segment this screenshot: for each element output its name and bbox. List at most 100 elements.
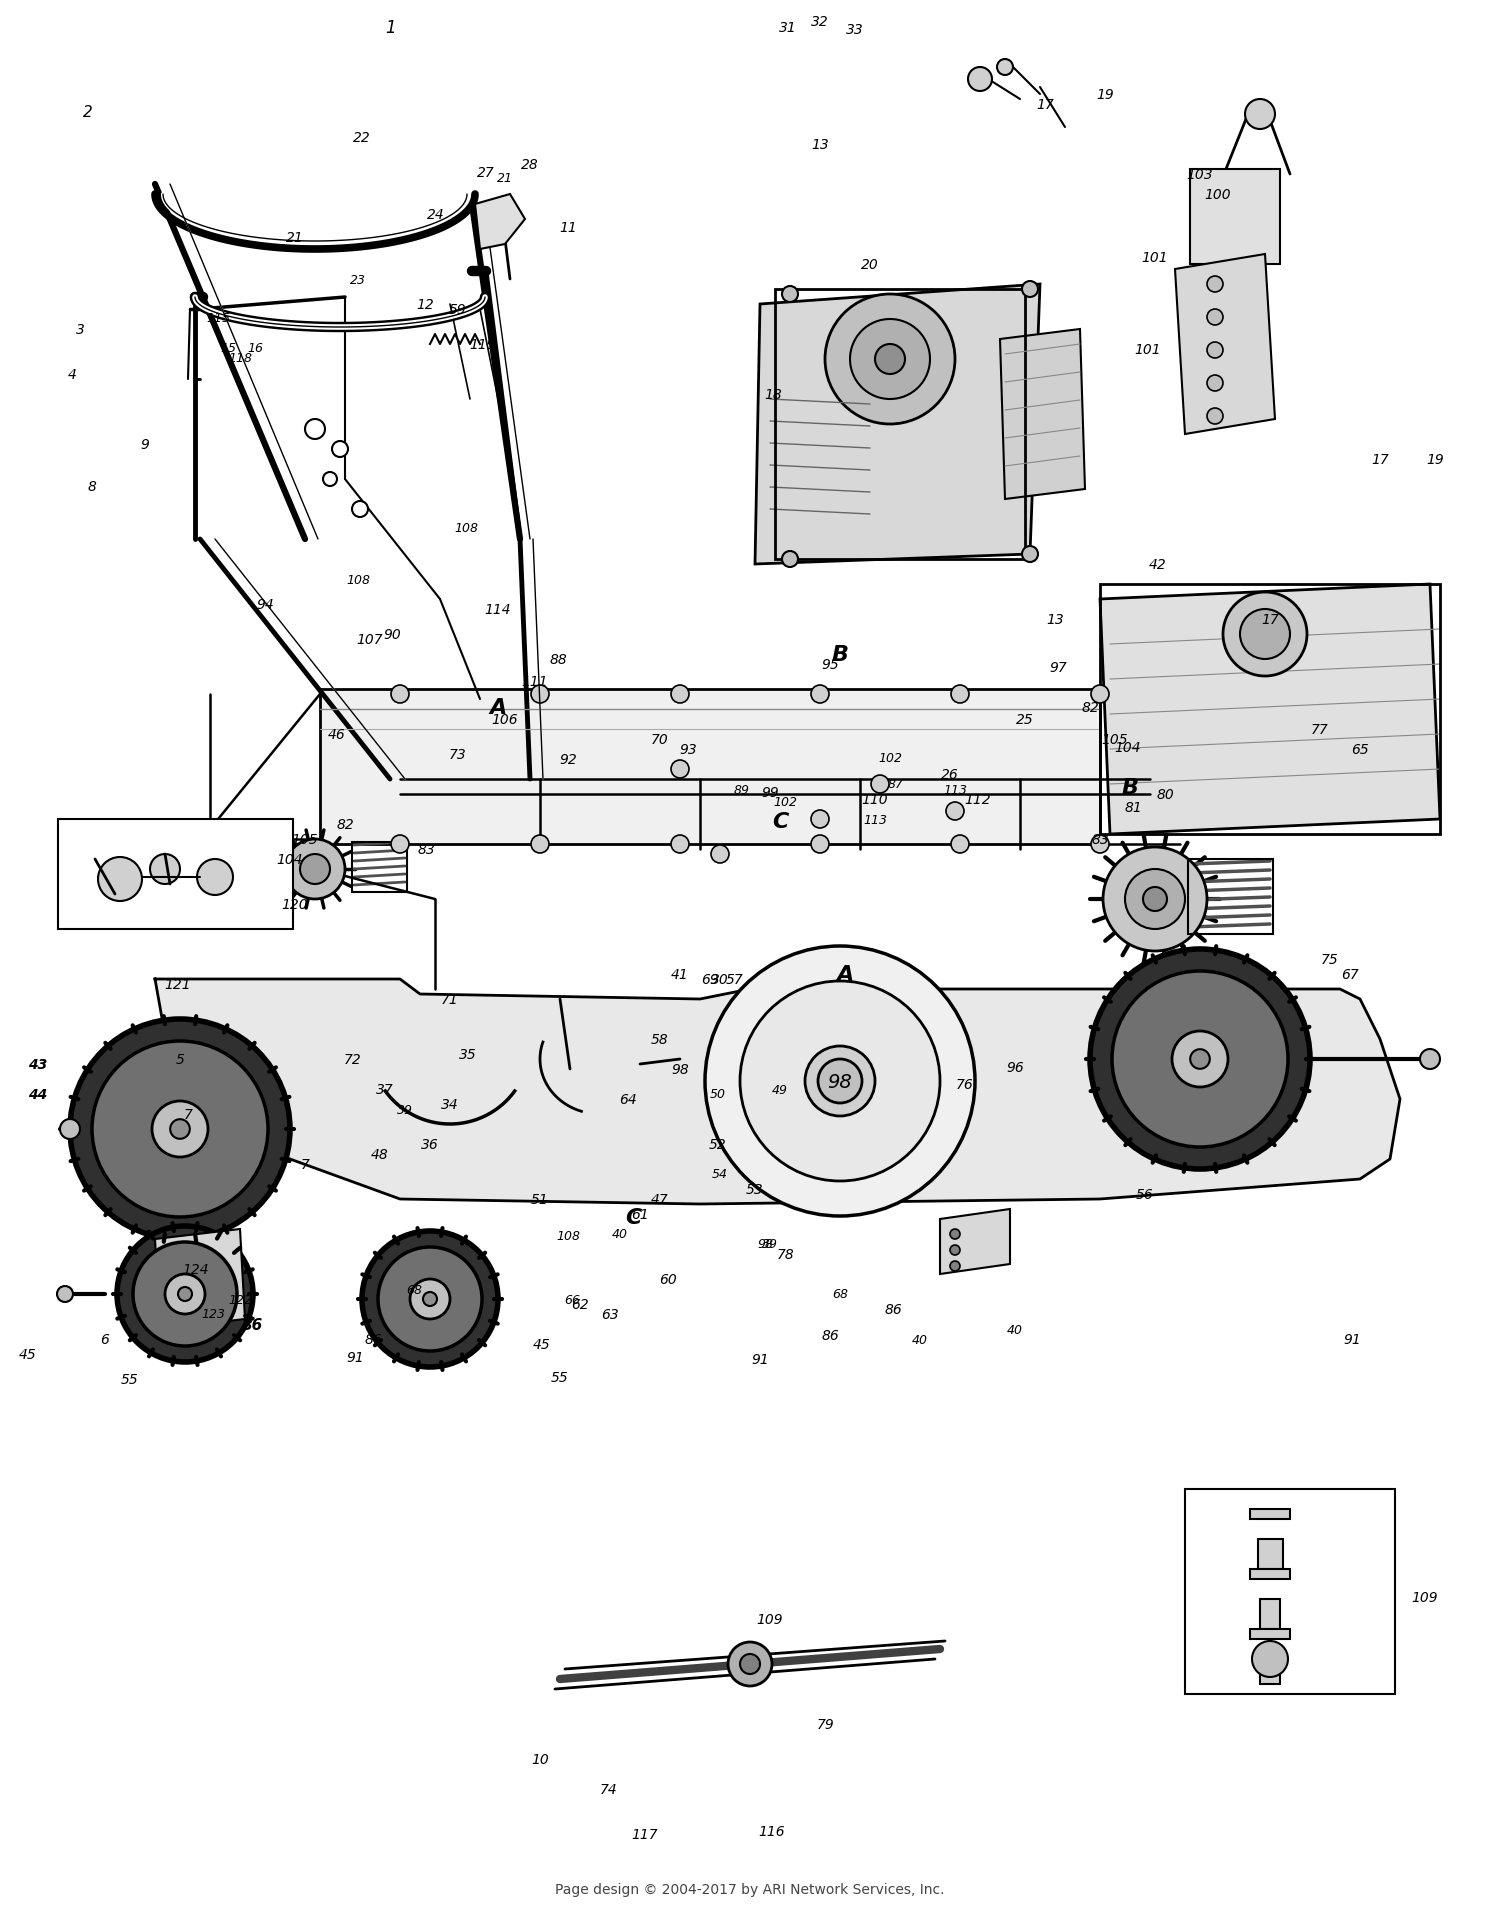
- Circle shape: [782, 287, 798, 302]
- Text: 95: 95: [821, 658, 839, 672]
- Text: 82: 82: [1082, 701, 1100, 714]
- Text: 55: 55: [550, 1370, 568, 1384]
- Text: 42: 42: [1149, 557, 1167, 572]
- Text: 25: 25: [1016, 712, 1034, 727]
- Circle shape: [378, 1248, 482, 1351]
- Text: 40: 40: [612, 1229, 628, 1240]
- Bar: [1188, 859, 1274, 934]
- Text: 121: 121: [165, 978, 192, 991]
- Circle shape: [196, 859, 232, 896]
- Circle shape: [392, 836, 410, 854]
- Text: 58: 58: [651, 1032, 669, 1047]
- Text: 72: 72: [344, 1053, 362, 1066]
- Bar: [58, 819, 292, 930]
- Text: 71: 71: [441, 993, 459, 1007]
- Polygon shape: [154, 980, 1400, 1204]
- Text: 6: 6: [100, 1332, 109, 1346]
- Text: 56: 56: [1136, 1187, 1154, 1202]
- Circle shape: [117, 1227, 254, 1363]
- Circle shape: [1125, 869, 1185, 930]
- Circle shape: [1022, 281, 1038, 299]
- Text: 13: 13: [1046, 612, 1064, 626]
- Polygon shape: [476, 195, 525, 251]
- Text: 104: 104: [276, 852, 303, 867]
- Text: 46: 46: [328, 727, 346, 741]
- Text: 23: 23: [350, 274, 366, 287]
- Text: 111: 111: [522, 674, 549, 689]
- Circle shape: [150, 1160, 160, 1169]
- Text: 86: 86: [821, 1328, 839, 1342]
- Polygon shape: [940, 1210, 1010, 1275]
- Text: 115: 115: [206, 312, 230, 323]
- Circle shape: [1143, 888, 1167, 911]
- Text: 48: 48: [370, 1146, 388, 1162]
- Circle shape: [1172, 1032, 1228, 1087]
- Circle shape: [1208, 278, 1222, 293]
- Text: 96: 96: [1007, 1060, 1025, 1074]
- Text: 105: 105: [1101, 733, 1128, 746]
- Text: 98: 98: [758, 1238, 772, 1252]
- Text: 91: 91: [752, 1353, 770, 1367]
- Circle shape: [951, 685, 969, 704]
- Text: 19: 19: [1096, 88, 1114, 101]
- Bar: [1260, 1600, 1280, 1629]
- Bar: [1250, 1510, 1290, 1520]
- Circle shape: [300, 854, 330, 884]
- Polygon shape: [154, 1229, 244, 1330]
- Circle shape: [740, 1654, 760, 1675]
- Text: 87: 87: [888, 779, 904, 790]
- Text: 75: 75: [1322, 953, 1340, 967]
- Text: 94: 94: [256, 597, 274, 612]
- Text: 98: 98: [828, 1072, 852, 1091]
- Circle shape: [362, 1231, 498, 1367]
- Text: 43: 43: [28, 1057, 48, 1072]
- Circle shape: [670, 685, 688, 704]
- Text: 67: 67: [1341, 967, 1359, 982]
- Text: 20: 20: [861, 258, 879, 272]
- Text: 81: 81: [1124, 800, 1142, 815]
- Text: 4: 4: [68, 367, 76, 381]
- Circle shape: [1208, 343, 1222, 358]
- Text: 102: 102: [772, 794, 796, 808]
- Circle shape: [192, 1302, 208, 1317]
- Text: C: C: [772, 812, 788, 831]
- Text: 36: 36: [422, 1137, 440, 1152]
- Circle shape: [332, 442, 348, 457]
- Text: 35: 35: [459, 1047, 477, 1062]
- Text: 120: 120: [282, 898, 309, 911]
- Text: 103: 103: [1186, 168, 1214, 182]
- Circle shape: [150, 854, 180, 884]
- Text: 83: 83: [1090, 833, 1108, 846]
- Text: 82: 82: [336, 817, 354, 831]
- Circle shape: [951, 836, 969, 854]
- Text: 101: 101: [1142, 251, 1168, 264]
- Text: 9: 9: [141, 438, 150, 452]
- Circle shape: [1420, 1049, 1440, 1070]
- Text: 93: 93: [680, 743, 698, 756]
- Text: 65: 65: [1352, 743, 1370, 756]
- Text: 59: 59: [448, 302, 466, 318]
- Text: 100: 100: [1204, 188, 1231, 201]
- Text: 117: 117: [632, 1828, 658, 1841]
- Circle shape: [98, 857, 142, 901]
- Text: 40: 40: [1007, 1323, 1023, 1336]
- Text: 114: 114: [484, 603, 512, 616]
- Text: 113: 113: [944, 783, 968, 796]
- Text: 92: 92: [560, 752, 578, 768]
- Text: 55: 55: [122, 1372, 140, 1386]
- Circle shape: [165, 1275, 206, 1315]
- Bar: [1250, 1569, 1290, 1579]
- Circle shape: [874, 345, 904, 375]
- Circle shape: [1240, 611, 1290, 660]
- Text: 63: 63: [602, 1307, 619, 1321]
- Circle shape: [1222, 593, 1306, 678]
- Circle shape: [968, 69, 992, 92]
- Circle shape: [1252, 1640, 1288, 1677]
- Text: 39: 39: [398, 1102, 412, 1116]
- Circle shape: [1208, 375, 1222, 392]
- Text: 21: 21: [286, 232, 304, 245]
- Circle shape: [998, 59, 1012, 77]
- Circle shape: [150, 1192, 160, 1204]
- Circle shape: [57, 1286, 74, 1302]
- Text: 13: 13: [812, 138, 830, 151]
